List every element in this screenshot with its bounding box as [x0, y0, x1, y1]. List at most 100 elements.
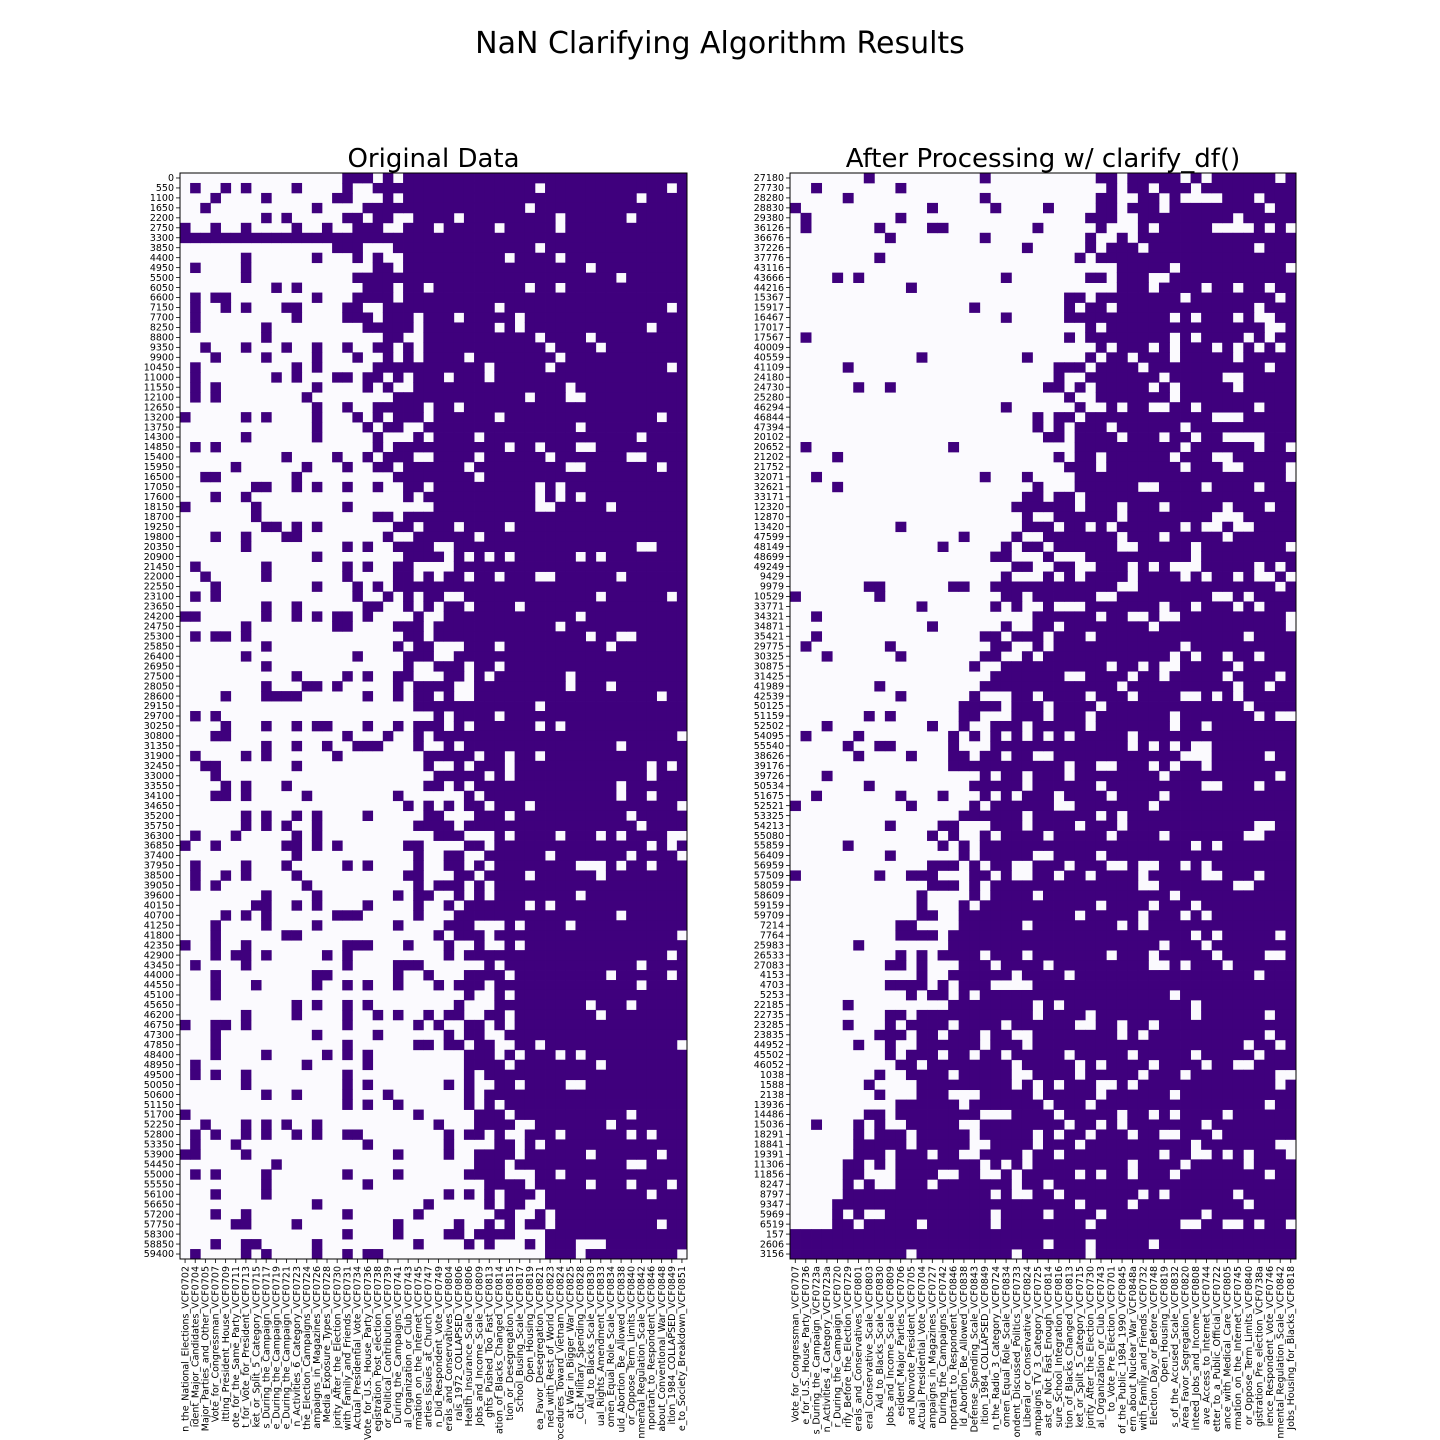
heatmap-cell — [433, 182, 445, 194]
heatmap-cell — [1274, 661, 1286, 672]
heatmap-cell — [969, 920, 981, 931]
heatmap-cell — [585, 810, 597, 822]
heatmap-cell — [555, 1219, 566, 1230]
heatmap-cell — [605, 940, 617, 951]
heatmap-cell — [463, 970, 475, 981]
heatmap-cell — [676, 272, 688, 283]
heatmap-cell — [1180, 711, 1191, 722]
heatmap-cell — [443, 222, 455, 234]
heatmap-cell — [1190, 292, 1202, 303]
heatmap-cell — [1032, 780, 1044, 792]
heatmap-cell — [494, 601, 505, 612]
heatmap-cell — [1285, 282, 1297, 293]
heatmap-cell — [1158, 711, 1170, 722]
heatmap-cell — [534, 252, 546, 264]
heatmap-cell — [1106, 850, 1118, 861]
heatmap-cell — [575, 1149, 586, 1160]
heatmap-cell — [616, 1179, 627, 1190]
heatmap-cell — [1158, 312, 1170, 323]
y-tick-label: 7700 — [150, 313, 174, 324]
heatmap-cell — [626, 491, 637, 503]
heatmap-cell — [1285, 561, 1297, 572]
heatmap-cell — [1253, 631, 1265, 642]
heatmap-cell — [656, 800, 668, 812]
heatmap-cell — [979, 701, 991, 712]
heatmap-cell — [656, 1229, 668, 1240]
heatmap-cell — [1232, 242, 1244, 254]
heatmap-cell — [1011, 711, 1023, 722]
heatmap-cell — [626, 1079, 637, 1091]
heatmap-cell — [585, 591, 597, 602]
heatmap-cell — [811, 631, 823, 642]
heatmap-cell — [676, 232, 688, 244]
heatmap-cell — [311, 521, 323, 533]
heatmap-cell — [271, 232, 282, 244]
heatmap-cell — [484, 501, 495, 513]
heatmap-cell — [575, 1029, 586, 1041]
heatmap-cell — [1190, 790, 1202, 802]
heatmap-cell — [605, 252, 617, 264]
heatmap-cell — [423, 342, 434, 353]
heatmap-cell — [1211, 651, 1223, 662]
heatmap-cell — [474, 262, 485, 274]
y-tick-label: 58300 — [144, 1229, 174, 1240]
heatmap-cell — [676, 870, 688, 881]
heatmap-cell — [1085, 780, 1097, 792]
heatmap-cell — [1274, 501, 1286, 513]
heatmap-cell — [565, 342, 576, 353]
heatmap-cell — [1180, 770, 1191, 782]
heatmap-cell — [666, 790, 678, 802]
heatmap-cell — [605, 1149, 617, 1160]
heatmap-cell — [666, 601, 678, 612]
heatmap-cell — [1190, 342, 1202, 353]
heatmap-cell — [362, 282, 374, 293]
heatmap-cell — [1232, 262, 1244, 274]
x-tick-label: n_the_National_Elections_VCF0702 — [180, 1266, 191, 1432]
heatmap-cell — [666, 451, 678, 463]
heatmap-cell — [545, 681, 556, 692]
heatmap-cell — [616, 930, 627, 941]
heatmap-cell — [1201, 272, 1213, 283]
heatmap-cell — [969, 302, 981, 313]
heatmap-cell — [565, 1069, 576, 1081]
heatmap-cell — [1032, 800, 1044, 812]
heatmap-cell — [575, 711, 586, 722]
heatmap-cell — [1011, 850, 1023, 861]
heatmap-cell — [240, 780, 252, 792]
y-tick-label: 45100 — [144, 990, 174, 1001]
heatmap-cell — [1180, 352, 1191, 363]
heatmap-cell — [524, 1009, 536, 1021]
heatmap-cell — [1222, 730, 1234, 742]
heatmap-cell — [626, 422, 637, 433]
heatmap-cell — [534, 890, 546, 901]
heatmap-cell — [403, 511, 414, 523]
heatmap-cell — [534, 621, 546, 632]
heatmap-cell — [1180, 601, 1191, 612]
heatmap-cell — [474, 730, 485, 742]
heatmap-cell — [1264, 840, 1276, 851]
heatmap-cell — [1106, 651, 1118, 662]
heatmap-cell — [595, 1109, 607, 1120]
heatmap-cell — [1074, 661, 1086, 672]
heatmap-cell — [210, 292, 221, 303]
heatmap-cell — [342, 910, 353, 921]
heatmap-cell — [605, 950, 617, 961]
heatmap-cell — [1043, 860, 1054, 871]
heatmap-cell — [372, 581, 384, 592]
heatmap-cell — [676, 382, 688, 393]
heatmap-cell — [1253, 701, 1265, 712]
heatmap-cell — [555, 302, 566, 313]
heatmap-cell — [616, 1009, 627, 1021]
heatmap-cell — [585, 322, 597, 333]
heatmap-cell — [392, 402, 404, 413]
heatmap-cell — [453, 202, 465, 214]
heatmap-cell — [636, 740, 647, 752]
heatmap-cell — [545, 999, 556, 1011]
heatmap-cell — [342, 960, 353, 971]
heatmap-cell — [1085, 272, 1097, 283]
heatmap-cell — [626, 661, 637, 672]
heatmap-cell — [585, 790, 597, 802]
y-tick-label: 40700 — [144, 910, 174, 921]
heatmap-cell — [616, 232, 627, 244]
heatmap-cell — [555, 1089, 566, 1100]
